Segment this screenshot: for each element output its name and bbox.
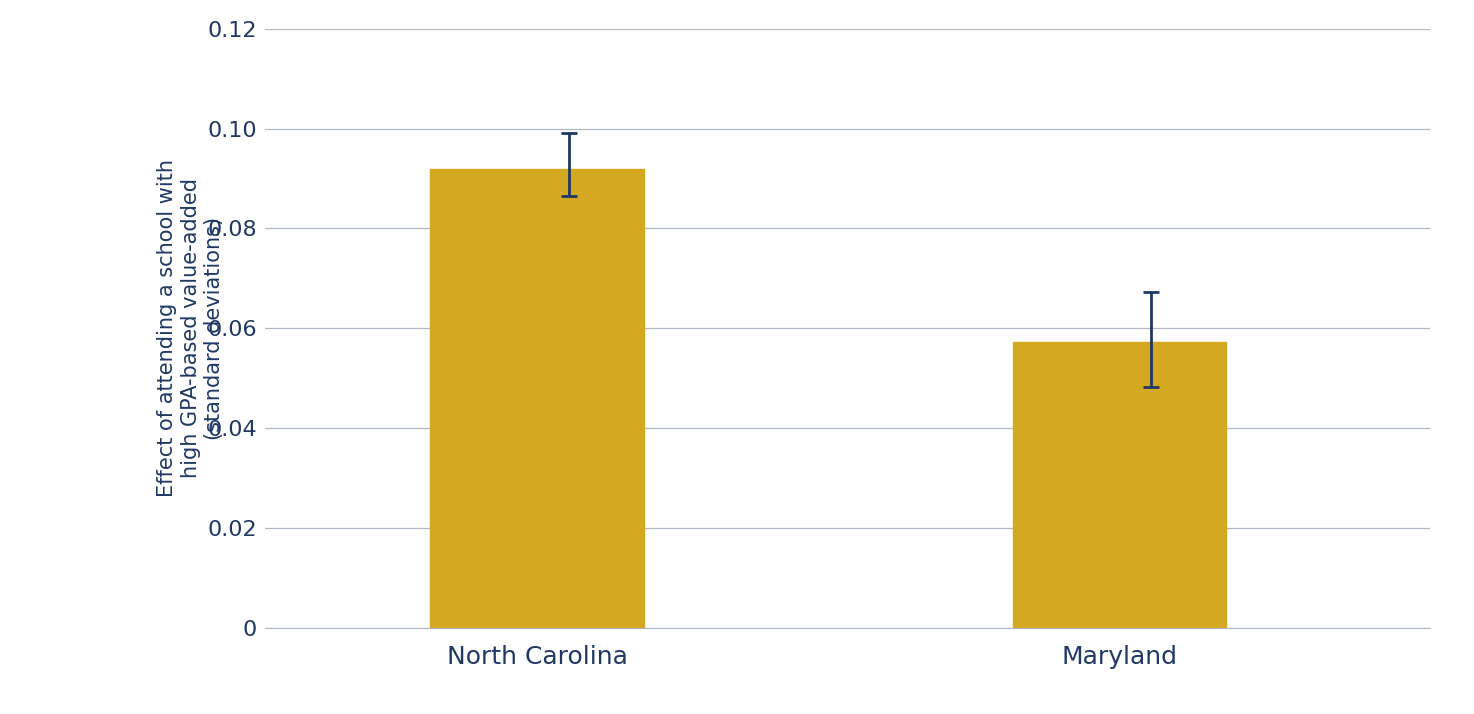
Y-axis label: Effect of attending a school with
high GPA-based value-added
(standard deviation: Effect of attending a school with high G… bbox=[158, 159, 224, 498]
Bar bbox=[1013, 343, 1226, 628]
Bar bbox=[430, 169, 644, 628]
